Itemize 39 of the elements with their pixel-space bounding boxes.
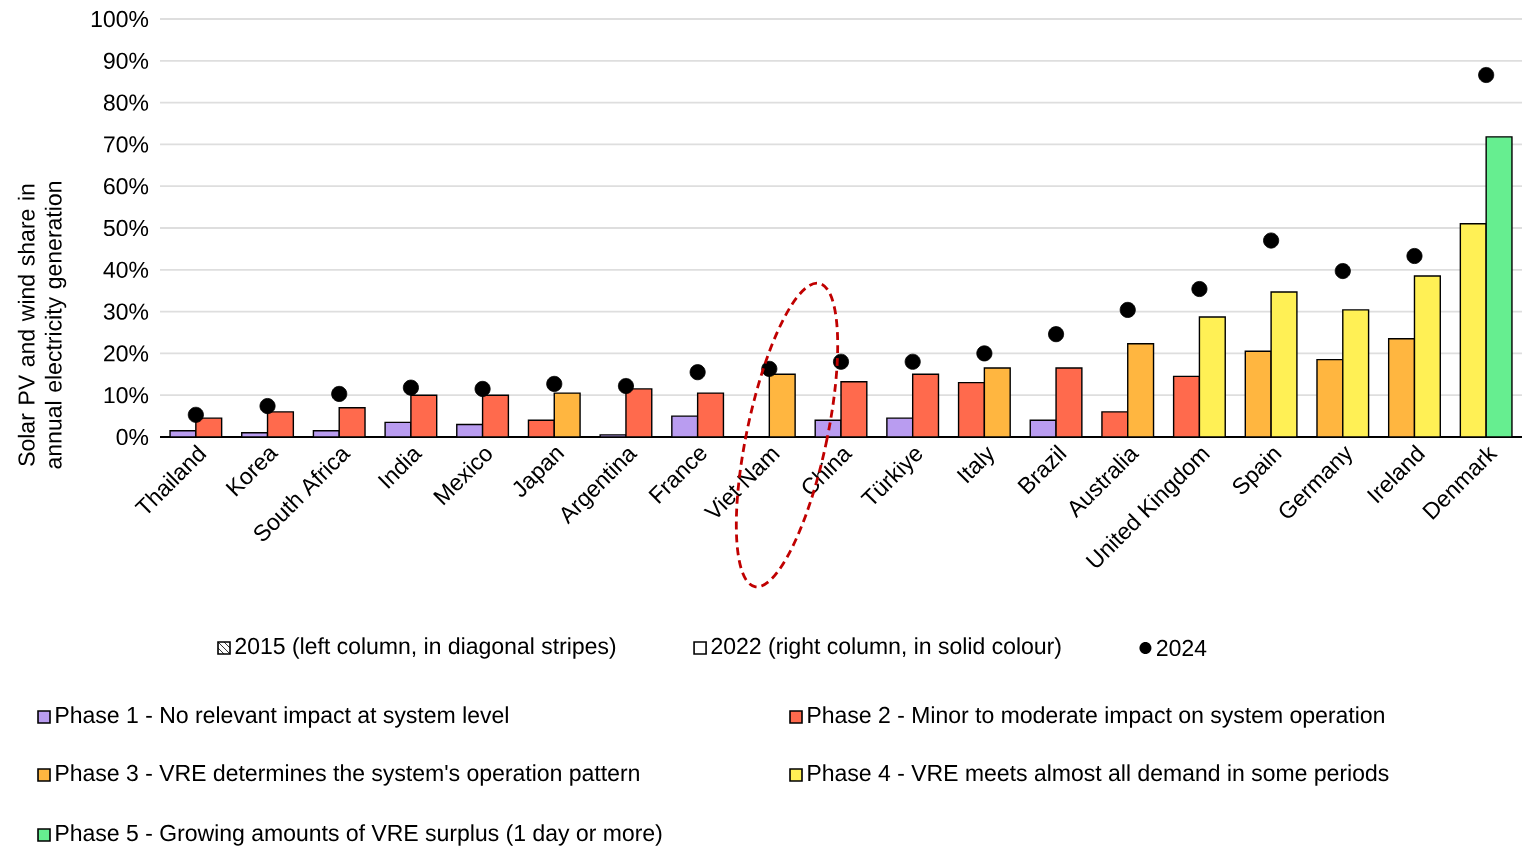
point	[1406, 247, 1423, 264]
point	[474, 380, 491, 397]
point	[402, 379, 419, 396]
point	[1191, 281, 1208, 298]
y-axis-title: Solar PV and wind share in annual electricity generation	[17, 182, 67, 469]
legend-label: 2022 (right column, in solid colour)	[711, 637, 1061, 659]
point	[1048, 326, 1065, 343]
y-tick-label: 0%	[116, 428, 149, 446]
point	[1263, 232, 1280, 249]
y-tick-label: 30%	[103, 303, 149, 320]
point	[617, 377, 634, 394]
y-tick-label: 50%	[103, 219, 149, 237]
point	[761, 360, 778, 377]
legend-label: 2024	[1156, 639, 1207, 657]
point	[904, 353, 921, 370]
y-tick-label: 90%	[103, 52, 149, 69]
y-tick-label: 100%	[91, 10, 149, 28]
y-tick-label: 80%	[103, 94, 149, 111]
y-tick-label: 40%	[103, 261, 149, 278]
y-tick-label: 60%	[104, 178, 149, 195]
legend-label: Phase 4 - VRE meets almost all demand in some periods	[808, 764, 1389, 786]
legend-label: 2015 (left column, in diagonal stripes)	[235, 637, 616, 659]
point	[1478, 67, 1495, 83]
point	[546, 375, 563, 392]
x-tick-label: Italy	[956, 446, 994, 484]
point	[259, 398, 276, 415]
point	[187, 406, 204, 423]
point	[689, 364, 706, 381]
legend-label: Phase 2 - Minor to moderate impact on system operation	[808, 706, 1384, 728]
legend-label: Phase 3 - VRE determines the system's operation pattern	[56, 764, 639, 786]
y-tick-label: 70%	[104, 136, 149, 153]
legend-label: Phase 1 - No relevant impact at system level	[56, 706, 508, 728]
point	[976, 345, 993, 362]
legend-label: Phase 5 - Growing amounts of VRE surplus (1 day or more)	[56, 824, 662, 846]
point	[331, 385, 348, 402]
point	[1334, 263, 1351, 280]
y-tick-label: 20%	[104, 345, 149, 362]
y-tick-label: 10%	[104, 387, 149, 404]
point	[1119, 301, 1136, 318]
